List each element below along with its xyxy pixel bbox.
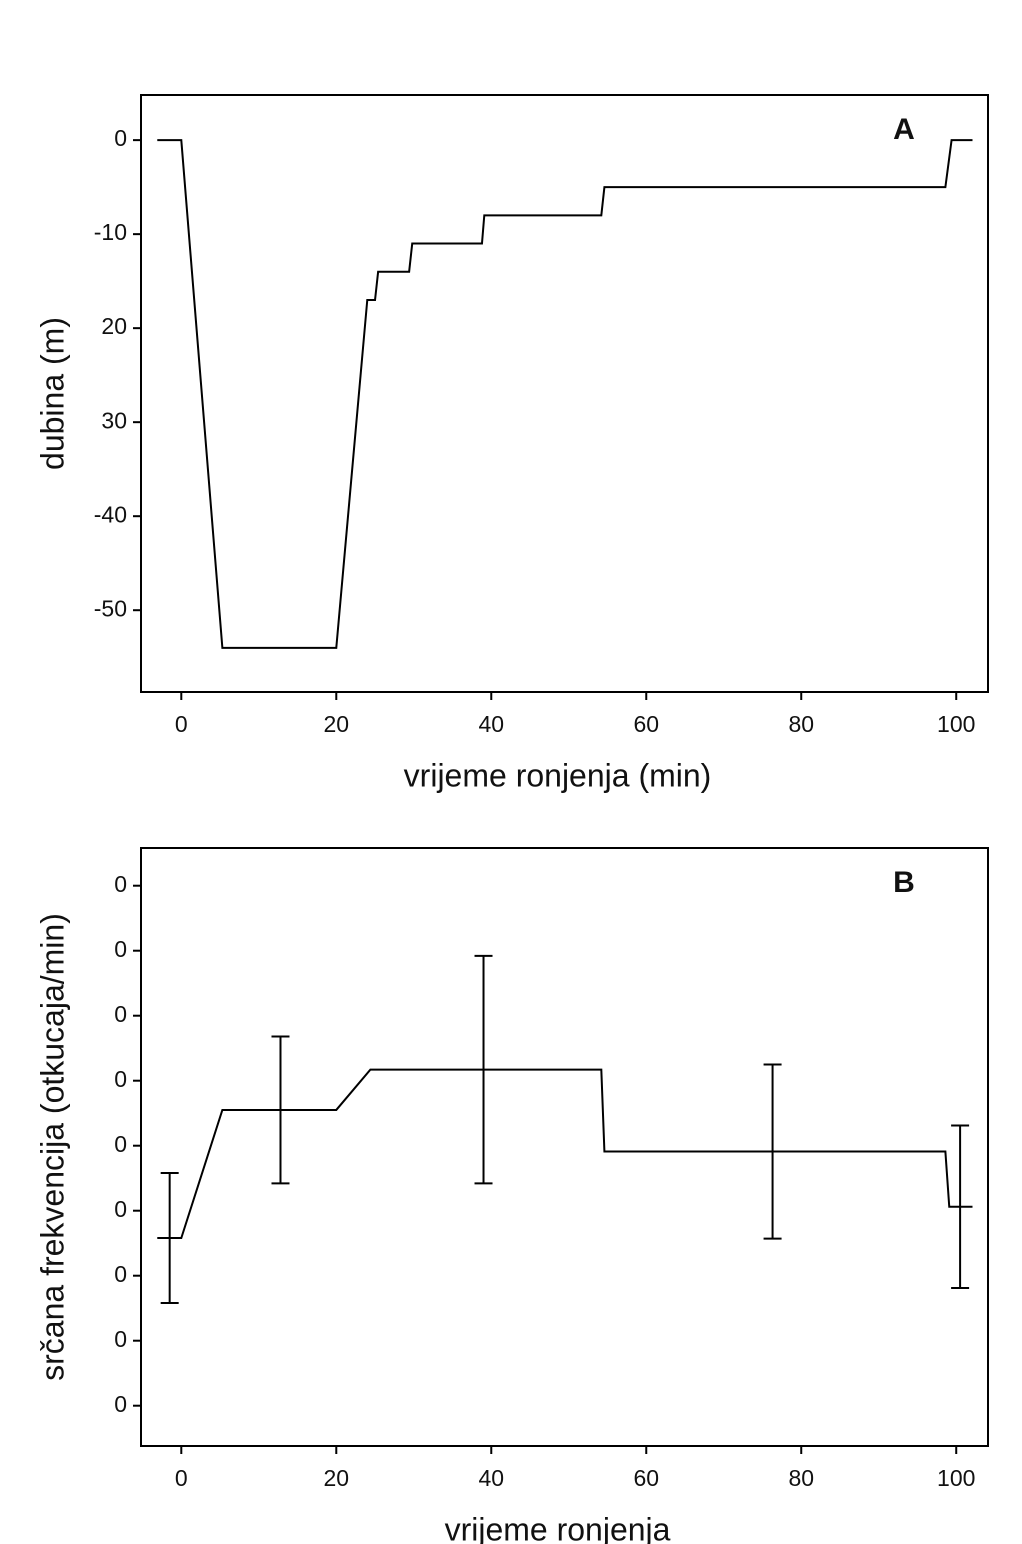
panel-label: A (893, 113, 915, 146)
y-tick-label: -50 (94, 595, 127, 621)
error-bar (160, 1172, 179, 1304)
panel-label: B (893, 866, 915, 899)
x-tick-label: 80 (788, 711, 814, 737)
y-tick-label: 0 (114, 936, 127, 962)
y-tick-label: 0 (114, 1196, 127, 1222)
data-line (157, 1068, 973, 1239)
x-tick-label: 40 (478, 1465, 504, 1491)
y-tick-label: 0 (114, 1326, 127, 1352)
data-line (157, 139, 973, 649)
error-bar (951, 1124, 970, 1290)
error-bar (474, 954, 493, 1185)
x-axis-label: vrijeme ronjenja (min) (404, 757, 712, 793)
x-tick-label: 40 (478, 711, 504, 737)
y-axis-label: srčana frekvencija (otkucaja/min) (34, 913, 70, 1381)
y-tick-label: 30 (101, 407, 127, 433)
x-tick-label: 100 (937, 711, 975, 737)
y-tick-label: 0 (114, 1066, 127, 1092)
y-axis-label: dubina (m) (34, 317, 70, 470)
y-tick-label: 0 (114, 871, 127, 897)
x-tick-label: 0 (175, 1465, 188, 1491)
y-tick-label: 0 (114, 1131, 127, 1157)
error-bar (763, 1063, 782, 1240)
y-tick-label: 0 (114, 1261, 127, 1287)
x-tick-label: 100 (937, 1465, 975, 1491)
plot-frame (140, 94, 989, 693)
x-tick-label: 60 (633, 1465, 659, 1491)
x-tick-label: 20 (323, 1465, 349, 1491)
x-tick-label: 20 (323, 711, 349, 737)
y-tick-label: 0 (114, 1001, 127, 1027)
x-axis-label: vrijeme ronjenja (445, 1511, 671, 1544)
y-tick-label: 0 (114, 125, 127, 151)
y-tick-label: 20 (101, 313, 127, 339)
y-tick-label: -40 (94, 501, 127, 527)
y-tick-label: -10 (94, 219, 127, 245)
plot-frame (140, 847, 989, 1447)
y-tick-label: 0 (114, 1391, 127, 1417)
x-tick-label: 80 (788, 1465, 814, 1491)
x-tick-label: 0 (175, 711, 188, 737)
x-tick-label: 60 (633, 711, 659, 737)
error-bar (271, 1035, 290, 1185)
